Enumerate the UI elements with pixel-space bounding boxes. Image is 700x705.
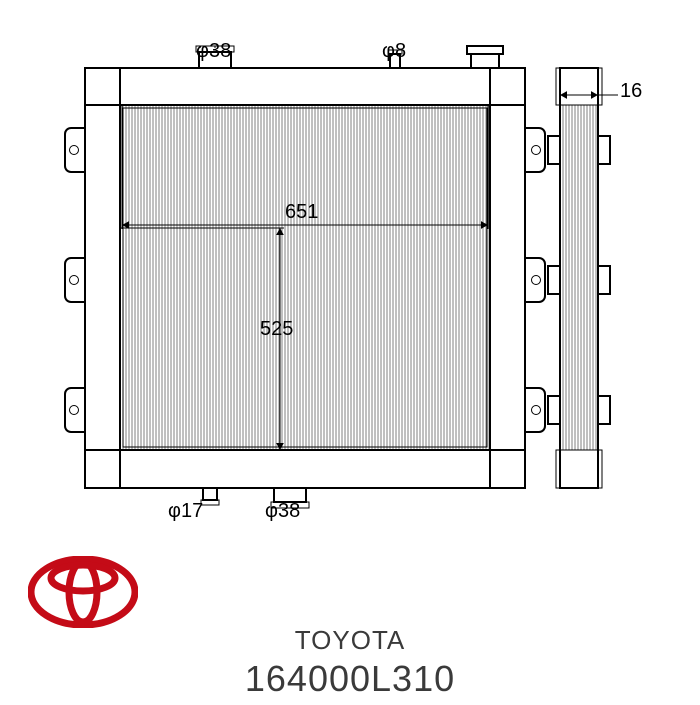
- width-dimension: 651: [285, 201, 318, 224]
- part-number-text: 164000L310: [0, 658, 700, 700]
- port-bot-right-dia: φ38: [265, 500, 300, 523]
- port-top-left-dia: φ38: [196, 40, 231, 63]
- thickness-dimension: 16: [620, 80, 642, 103]
- port-top-right-dia: φ8: [382, 40, 406, 63]
- brand-block: TOYOTA 164000L310: [0, 619, 700, 700]
- port-bot-left-dia: φ17: [168, 500, 203, 523]
- toyota-logo-icon: [28, 556, 138, 628]
- brand-name: TOYOTA: [0, 625, 700, 656]
- height-dimension: 525: [260, 318, 293, 341]
